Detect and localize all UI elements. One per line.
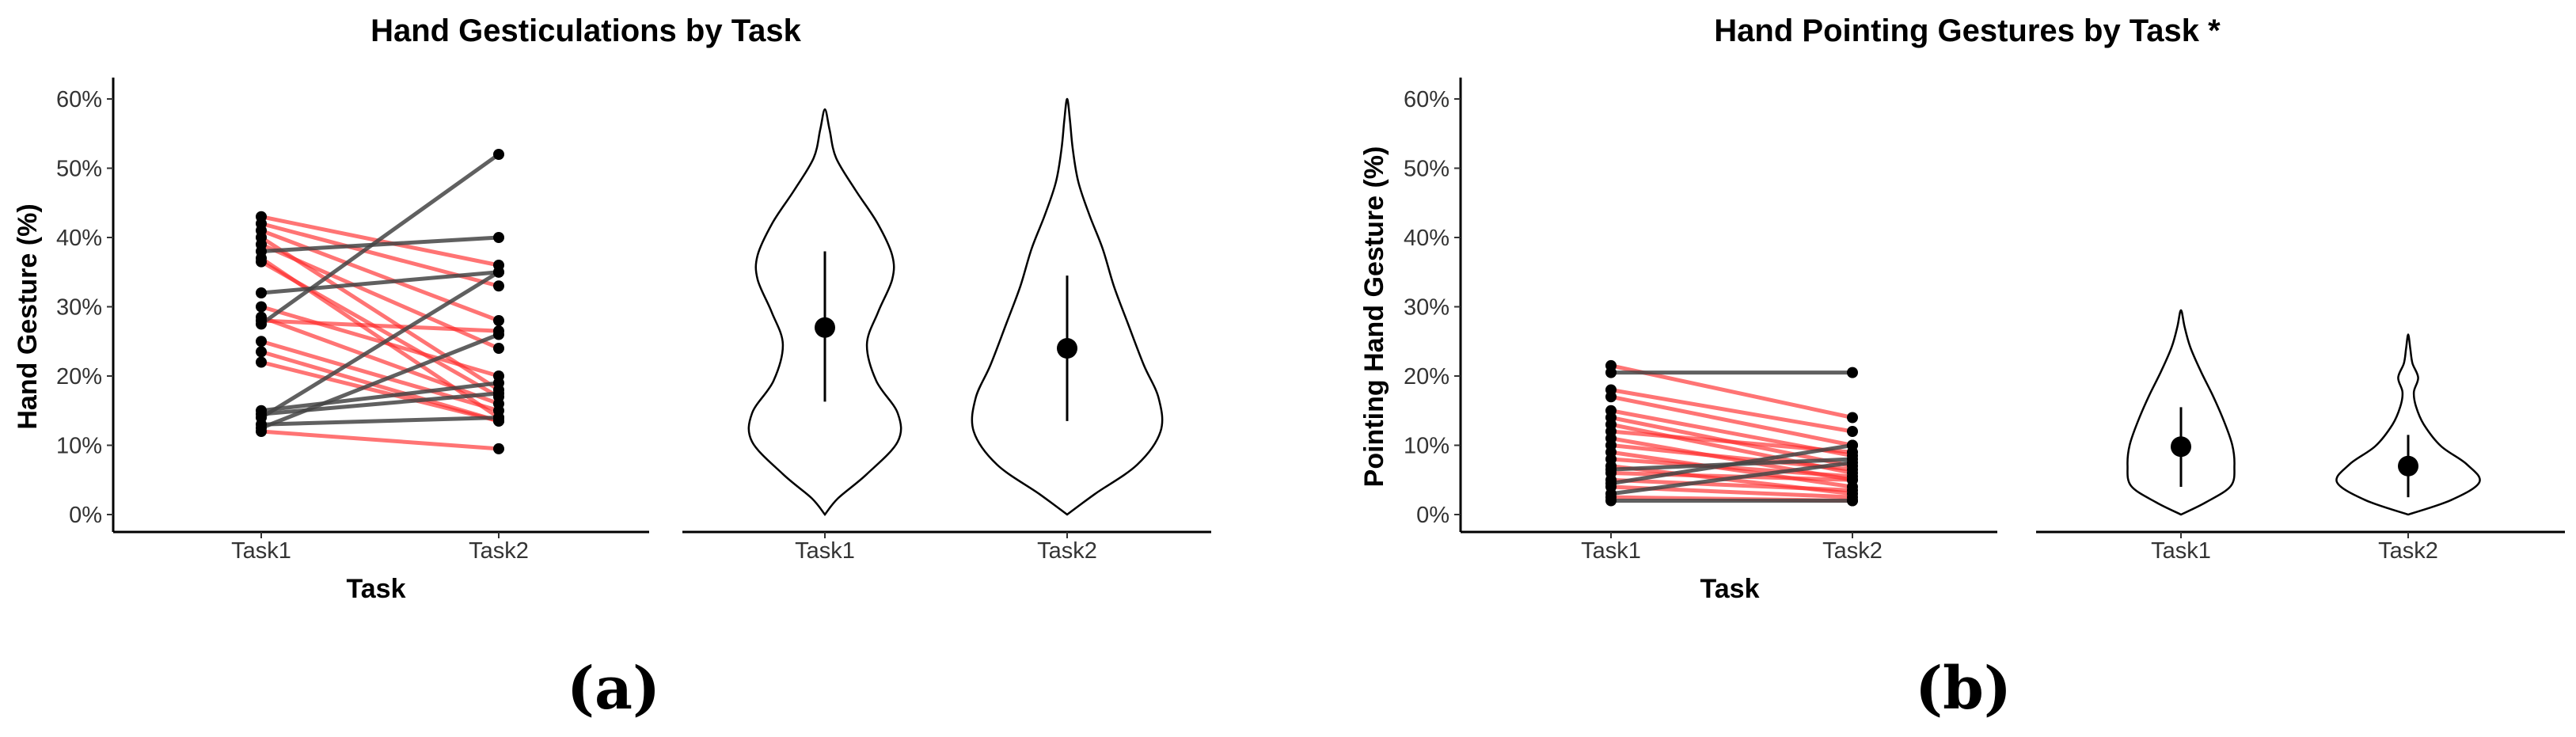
plot-layer: 0% 10% 20% 30% 40% 50% 60% Task1 Task2 Task1 Task2…	[56, 78, 2565, 564]
y-tick-label: 50%	[56, 157, 102, 182]
y-tick-label: 30%	[56, 295, 102, 321]
task1-point	[256, 301, 267, 313]
paired-line	[260, 332, 500, 430]
paired-line	[1610, 443, 1853, 486]
paired-line	[260, 339, 500, 413]
task1-point	[1605, 391, 1617, 403]
task2-point	[1847, 474, 1858, 486]
task1-point	[1605, 495, 1617, 507]
panel-a: 0% 10% 20% 30% 40% 50% 60% Task1 Task2 Task1 Task2	[56, 78, 1211, 564]
y-tick-label: 0%	[69, 503, 102, 528]
panel-a-label: (a)	[567, 655, 660, 723]
task1-point	[256, 356, 267, 368]
panel-b-label: (b)	[1915, 655, 2012, 723]
paired-line	[260, 318, 500, 333]
x-tick-label: Task2	[1822, 538, 1883, 564]
task2-point	[1847, 412, 1858, 424]
panel-b-ylabel: Pointing Hand Gesture (%)	[1359, 146, 1389, 488]
violin-center-point	[2398, 455, 2418, 477]
violin-shape	[2335, 333, 2481, 516]
x-tick-label: Task1	[231, 538, 291, 564]
paired-line	[260, 416, 500, 427]
paired-line	[1610, 443, 1853, 472]
paired-line	[260, 270, 500, 420]
panel-a-title: Hand Gesticulations by Task	[370, 13, 802, 48]
y-tick-label: 10%	[56, 434, 102, 459]
panel-a-ylabel: Hand Gesture (%)	[13, 203, 43, 429]
task2-point	[493, 377, 504, 389]
violin-center-point	[1057, 338, 1077, 359]
violin-x-tick-label: Task1	[2151, 538, 2211, 564]
paired-line	[1610, 429, 1853, 454]
task2-point	[493, 266, 504, 278]
task2-point	[1847, 439, 1858, 451]
violin-x-tick-label: Task2	[2378, 538, 2438, 564]
paired-line	[1610, 388, 1853, 434]
paired-line	[260, 429, 500, 451]
task2-point	[493, 329, 504, 340]
panel-b-title: Hand Pointing Gestures by Task *	[1714, 13, 2221, 48]
violin-x-tick-label: Task2	[1037, 538, 1097, 564]
task2-point	[1847, 367, 1858, 378]
paired-line	[1610, 457, 1853, 479]
paired-line	[260, 360, 500, 424]
task1-point	[256, 256, 267, 268]
y-tick-label: 60%	[56, 87, 102, 112]
task2-point	[493, 387, 504, 399]
task1-point	[256, 426, 267, 437]
task2-point	[1847, 495, 1858, 507]
paired-line	[260, 260, 500, 399]
paired-line	[260, 228, 500, 323]
task2-point	[493, 149, 504, 160]
panel-b-xlabel: Task	[1700, 574, 1760, 604]
task1-point	[256, 346, 267, 358]
y-tick-label: 40%	[56, 226, 102, 251]
violin-center-point	[815, 317, 835, 338]
paired-line	[260, 381, 500, 413]
x-tick-label: Task1	[1581, 538, 1641, 564]
violin-center-point	[2171, 436, 2191, 458]
paired-line	[1610, 460, 1853, 496]
task1-point	[1605, 367, 1617, 378]
y-tick-label: 20%	[1404, 364, 1449, 389]
task1-point	[256, 336, 267, 348]
task2-point	[493, 343, 504, 354]
panel-b: 0% 10% 20% 30% 40% 50% 60% Task1 Task2 Task1 Task2	[1404, 78, 2565, 564]
task1-point	[256, 318, 267, 330]
y-tick-label: 10%	[1404, 434, 1449, 459]
paired-line	[1610, 477, 1853, 492]
y-tick-label: 30%	[1404, 295, 1449, 321]
task2-point	[493, 315, 504, 326]
task1-point	[256, 287, 267, 298]
y-tick-label: 50%	[1404, 157, 1449, 182]
task2-point	[493, 443, 504, 454]
paired-line	[260, 152, 500, 326]
violin-x-tick-label: Task1	[795, 538, 855, 564]
paired-line	[260, 270, 500, 295]
paired-line	[260, 235, 500, 253]
panel-a-xlabel: Task	[347, 574, 406, 604]
x-tick-label: Task2	[469, 538, 529, 564]
paired-line	[1610, 394, 1853, 447]
task2-point	[493, 280, 504, 292]
y-tick-label: 0%	[1416, 503, 1449, 528]
task2-point	[1847, 426, 1858, 437]
task2-point	[1847, 457, 1858, 469]
y-tick-label: 20%	[56, 364, 102, 389]
task2-point	[493, 232, 504, 243]
y-tick-label: 60%	[1404, 87, 1449, 112]
task2-point	[493, 412, 504, 424]
paired-line	[260, 305, 500, 378]
y-tick-label: 40%	[1404, 226, 1449, 251]
